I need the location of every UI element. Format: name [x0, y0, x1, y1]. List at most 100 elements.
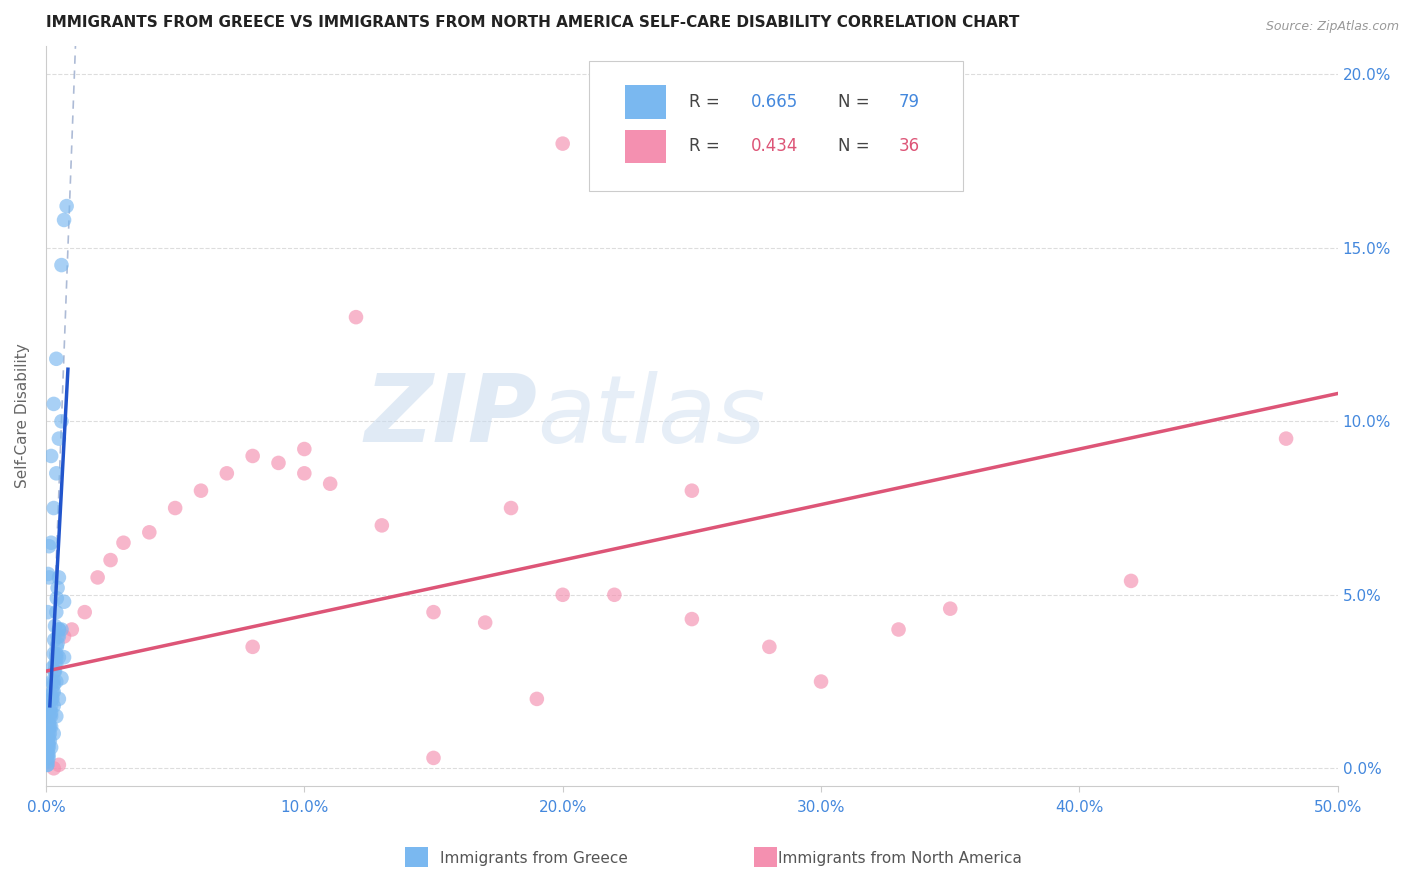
Point	[48, 650, 70, 665]
Point	[46, 629, 69, 643]
Text: Source: ZipAtlas.com: Source: ZipAtlas.com	[1265, 20, 1399, 33]
FancyBboxPatch shape	[624, 86, 666, 119]
Point	[39, 689, 62, 703]
Point	[51, 623, 73, 637]
Point	[37, 747, 59, 762]
Point	[39, 535, 62, 549]
Point	[215, 467, 238, 481]
Point	[499, 501, 522, 516]
Text: 36: 36	[898, 137, 920, 155]
Point	[38, 737, 60, 751]
Point	[38, 740, 60, 755]
Point	[38, 570, 60, 584]
Point	[242, 640, 264, 654]
Point	[112, 535, 135, 549]
Point	[45, 709, 67, 723]
Point	[48, 623, 70, 637]
Point	[45, 591, 67, 606]
Point	[44, 657, 66, 672]
Point	[344, 310, 367, 325]
Point	[37, 751, 59, 765]
Point	[551, 136, 574, 151]
Point	[38, 733, 60, 747]
Point	[39, 706, 62, 720]
Point	[51, 414, 73, 428]
Text: Immigrants from North America: Immigrants from North America	[778, 851, 1022, 865]
Point	[55, 199, 77, 213]
Point	[939, 601, 962, 615]
Point	[41, 692, 63, 706]
Point	[39, 709, 62, 723]
Point	[86, 570, 108, 584]
Point	[38, 751, 60, 765]
Point	[292, 467, 315, 481]
Point	[53, 595, 76, 609]
Point	[37, 566, 59, 581]
Point	[38, 716, 60, 731]
Point	[681, 483, 703, 498]
Point	[319, 476, 342, 491]
Point	[37, 757, 59, 772]
Point	[38, 726, 60, 740]
Point	[37, 757, 59, 772]
Point	[44, 664, 66, 678]
Point	[42, 501, 65, 516]
Point	[1275, 432, 1298, 446]
Point	[48, 692, 70, 706]
Point	[42, 647, 65, 661]
Point	[42, 674, 65, 689]
Point	[53, 213, 76, 227]
Point	[46, 636, 69, 650]
Point	[42, 761, 65, 775]
Point	[37, 740, 59, 755]
Point	[138, 525, 160, 540]
Point	[38, 720, 60, 734]
Point	[681, 612, 703, 626]
Point	[887, 623, 910, 637]
Point	[758, 640, 780, 654]
Point	[39, 740, 62, 755]
Point	[41, 661, 63, 675]
Point	[48, 570, 70, 584]
Point	[42, 678, 65, 692]
Point	[53, 650, 76, 665]
Point	[38, 720, 60, 734]
Point	[42, 685, 65, 699]
Point	[526, 692, 548, 706]
Point	[45, 674, 67, 689]
Point	[41, 685, 63, 699]
Point	[48, 757, 70, 772]
FancyBboxPatch shape	[624, 129, 666, 163]
Point	[37, 744, 59, 758]
Point	[60, 623, 83, 637]
Text: 79: 79	[898, 93, 920, 111]
Point	[267, 456, 290, 470]
Point	[42, 397, 65, 411]
Point	[292, 442, 315, 456]
Point	[42, 698, 65, 713]
Point	[551, 588, 574, 602]
Point	[45, 650, 67, 665]
Text: Immigrants from Greece: Immigrants from Greece	[440, 851, 628, 865]
Point	[42, 726, 65, 740]
Text: R =: R =	[689, 93, 725, 111]
Point	[46, 581, 69, 595]
Point	[53, 629, 76, 643]
Point	[39, 449, 62, 463]
Point	[44, 664, 66, 678]
Point	[41, 692, 63, 706]
Point	[45, 605, 67, 619]
Point	[45, 467, 67, 481]
Point	[48, 623, 70, 637]
Point	[165, 501, 187, 516]
Point	[44, 619, 66, 633]
Point	[422, 751, 444, 765]
Text: N =: N =	[838, 137, 875, 155]
Point	[38, 539, 60, 553]
Text: 0.665: 0.665	[751, 93, 799, 111]
Text: N =: N =	[838, 93, 875, 111]
Point	[38, 702, 60, 716]
Point	[73, 605, 96, 619]
Text: 0.434: 0.434	[751, 137, 799, 155]
Point	[100, 553, 122, 567]
